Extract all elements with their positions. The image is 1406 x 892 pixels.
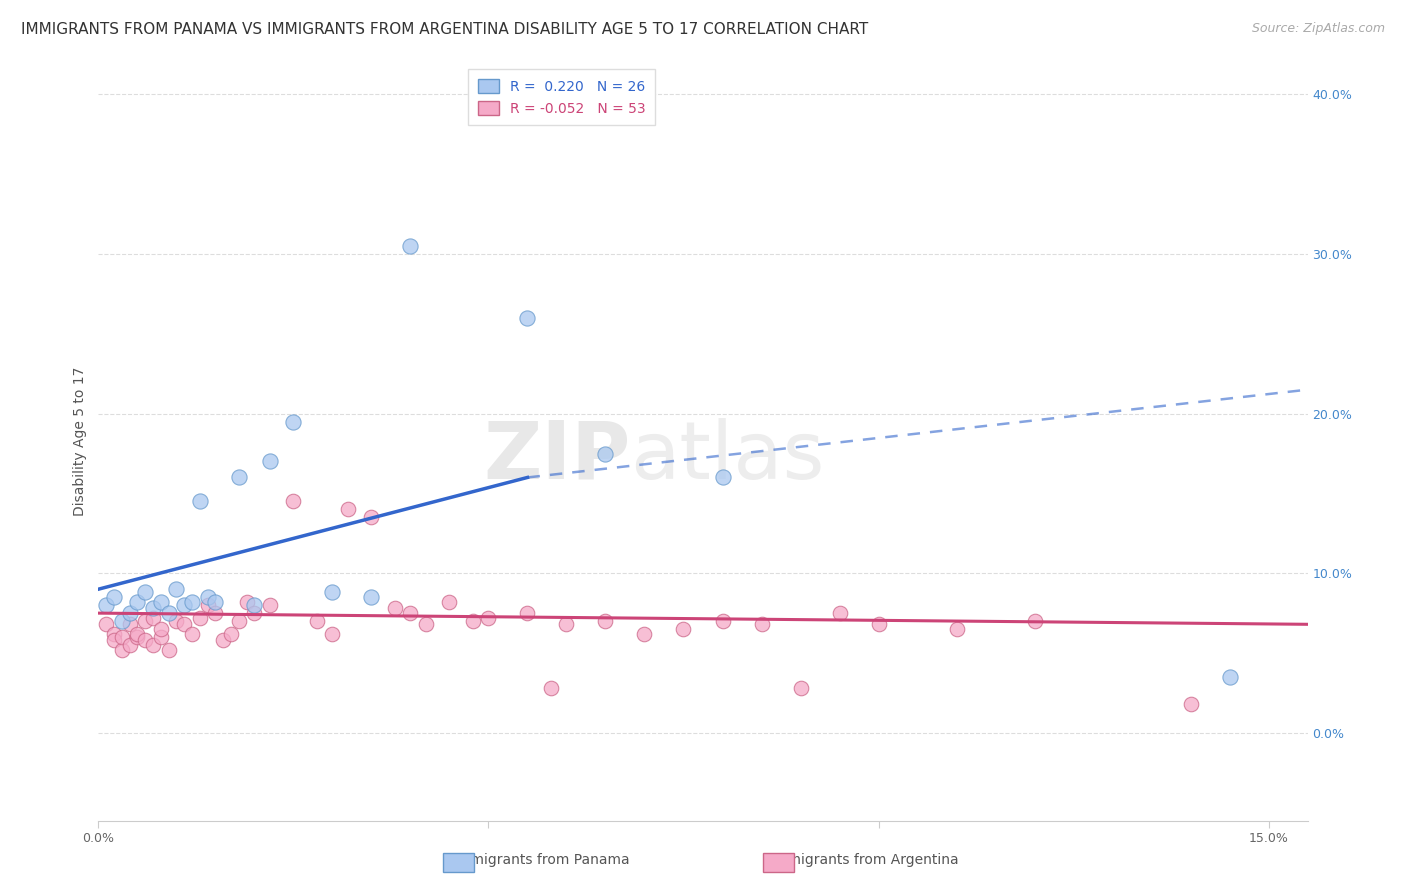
Point	[1024, 614, 1046, 628]
Point	[399, 239, 422, 253]
Point	[384, 601, 406, 615]
Y-axis label: Disability Age 5 to 17: Disability Age 5 to 17	[73, 367, 87, 516]
Point	[157, 643, 180, 657]
Point	[197, 598, 219, 612]
Point	[555, 617, 578, 632]
Point	[149, 595, 172, 609]
Point	[127, 595, 149, 609]
Point	[188, 611, 211, 625]
Point	[181, 627, 204, 641]
Point	[149, 630, 172, 644]
Point	[516, 310, 538, 325]
Point	[595, 614, 617, 628]
Point	[711, 614, 734, 628]
Point	[103, 633, 125, 648]
Point	[235, 595, 257, 609]
Point	[142, 611, 165, 625]
Point	[789, 681, 811, 695]
Point	[134, 614, 156, 628]
Point	[157, 606, 180, 620]
Point	[477, 611, 499, 625]
Point	[399, 606, 422, 620]
Point	[540, 681, 562, 695]
Point	[305, 614, 328, 628]
Point	[111, 630, 134, 644]
Point	[228, 614, 250, 628]
Point	[516, 606, 538, 620]
Point	[672, 622, 695, 636]
Point	[259, 598, 281, 612]
Point	[337, 502, 360, 516]
Legend: R =  0.220   N = 26, R = -0.052   N = 53: R = 0.220 N = 26, R = -0.052 N = 53	[468, 70, 655, 126]
Point	[259, 454, 281, 468]
Point	[1219, 670, 1241, 684]
Point	[111, 643, 134, 657]
Point	[142, 638, 165, 652]
Point	[321, 627, 343, 641]
Point	[868, 617, 890, 632]
Text: IMMIGRANTS FROM PANAMA VS IMMIGRANTS FROM ARGENTINA DISABILITY AGE 5 TO 17 CORRE: IMMIGRANTS FROM PANAMA VS IMMIGRANTS FRO…	[21, 22, 869, 37]
Point	[165, 614, 187, 628]
Point	[118, 638, 141, 652]
Point	[633, 627, 655, 641]
Point	[212, 633, 235, 648]
Point	[149, 622, 172, 636]
Point	[219, 627, 242, 641]
Point	[204, 595, 226, 609]
Point	[197, 590, 219, 604]
Point	[1180, 697, 1202, 711]
Point	[243, 606, 266, 620]
Text: Source: ZipAtlas.com: Source: ZipAtlas.com	[1251, 22, 1385, 36]
Point	[134, 633, 156, 648]
Point	[173, 617, 195, 632]
Point	[181, 595, 204, 609]
Point	[321, 585, 343, 599]
Text: ZIP: ZIP	[484, 417, 630, 496]
Point	[134, 585, 156, 599]
Point	[283, 415, 305, 429]
Point	[142, 601, 165, 615]
Point	[103, 627, 125, 641]
Point	[711, 470, 734, 484]
Point	[96, 617, 118, 632]
Text: atlas: atlas	[630, 417, 825, 496]
Point	[360, 510, 382, 524]
Point	[228, 470, 250, 484]
Point	[111, 614, 134, 628]
Point	[103, 590, 125, 604]
Point	[945, 622, 967, 636]
Point	[595, 446, 617, 460]
Point	[118, 617, 141, 632]
Point	[173, 598, 195, 612]
Point	[243, 598, 266, 612]
Point	[127, 630, 149, 644]
Point	[96, 598, 118, 612]
Point	[283, 494, 305, 508]
Point	[415, 617, 437, 632]
Text: Immigrants from Panama: Immigrants from Panama	[453, 853, 630, 867]
Point	[188, 494, 211, 508]
Point	[439, 595, 461, 609]
Point	[118, 606, 141, 620]
Point	[461, 614, 484, 628]
Point	[204, 606, 226, 620]
Point	[751, 617, 773, 632]
Text: Immigrants from Argentina: Immigrants from Argentina	[770, 853, 959, 867]
Point	[360, 590, 382, 604]
Point	[165, 582, 187, 597]
Point	[127, 627, 149, 641]
Point	[828, 606, 851, 620]
